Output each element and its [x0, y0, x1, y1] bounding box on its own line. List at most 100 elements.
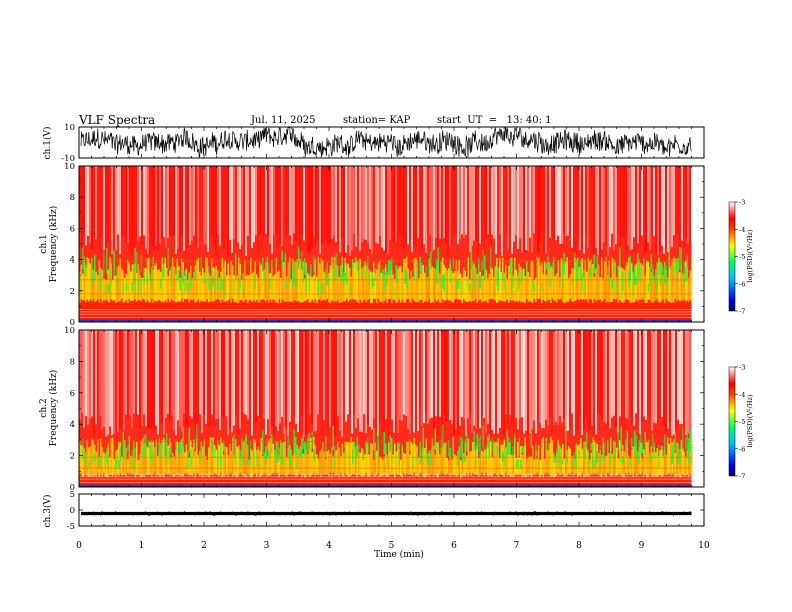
spectrogram-band-yellow	[598, 452, 600, 475]
spectrogram-column	[189, 166, 191, 245]
spectrogram-column	[81, 166, 83, 250]
spectrogram-column	[389, 166, 391, 241]
spectrogram-band-green	[487, 436, 489, 449]
spectrogram-band-green	[386, 453, 388, 468]
spectrogram-column	[461, 330, 463, 417]
spectrogram-column	[391, 166, 393, 244]
spectrogram-band-yellow	[544, 260, 546, 302]
spectrogram-band-yellow	[355, 257, 357, 300]
spectrogram-band-green	[679, 448, 681, 470]
spectrogram-column	[607, 330, 609, 428]
spectrogram-band-yellow	[331, 447, 333, 477]
spectrogram-band-yellow	[233, 455, 235, 476]
spectrogram-column	[273, 330, 275, 437]
spectrogram-column	[687, 330, 689, 434]
spectrogram-band-green	[262, 430, 264, 455]
spectrogram-band-yellow	[145, 443, 147, 476]
spectrogram-column	[467, 330, 469, 419]
spectrogram-band-green	[353, 441, 355, 449]
spectrogram-column	[125, 330, 127, 415]
spectrogram-column	[477, 166, 479, 255]
spectrogram-band-yellow	[316, 454, 318, 474]
spectrogram-band-yellow	[565, 446, 567, 477]
spectrogram-column	[125, 166, 127, 242]
spectrogram-band-green	[581, 273, 583, 292]
spectrogram-band-green	[644, 432, 646, 456]
spectrogram-band-yellow	[86, 257, 88, 300]
spectrogram-column	[275, 166, 277, 235]
colorbar-tick-label: -3	[739, 199, 745, 207]
spectrogram-column	[215, 330, 217, 420]
spectrogram-column	[329, 166, 331, 244]
spectrogram-band-yellow	[542, 274, 544, 300]
spectrogram-band-yellow	[410, 442, 412, 475]
spectrogram-column	[391, 330, 393, 420]
spectrogram-band-yellow	[82, 273, 84, 301]
spectrogram-column	[555, 166, 557, 240]
spectrogram-column	[387, 330, 389, 437]
spectrogram-band-green	[596, 256, 598, 279]
spectrogram-column	[317, 166, 319, 239]
spectrogram-band-yellow	[113, 458, 115, 475]
spectrogram-band-green	[314, 444, 316, 461]
spectrogram-column	[277, 330, 279, 431]
spectrogram-column	[329, 330, 331, 427]
spectrogram-column	[517, 330, 519, 430]
spectrogram-band-green	[200, 448, 202, 457]
spectrogram-band-green	[305, 442, 307, 454]
spectrogram-band-green	[493, 441, 495, 457]
spectrogram-band-yellow	[302, 453, 304, 476]
spectrogram-column	[127, 330, 129, 419]
spectrogram-band-green	[362, 450, 364, 460]
spectrogram-band-yellow	[263, 456, 265, 475]
spectrogram-band-yellow	[283, 441, 285, 474]
spectrogram-band-green	[545, 438, 547, 457]
spectrogram-band-green	[107, 283, 109, 293]
spectrogram-band-yellow	[170, 457, 172, 475]
spectrogram-band-yellow	[415, 444, 417, 476]
spectrogram-band-yellow	[235, 278, 237, 303]
spectrogram-column	[673, 166, 675, 236]
spectrogram-column	[509, 166, 511, 250]
spectrogram-column	[495, 330, 497, 430]
spectrogram-column	[313, 330, 315, 432]
spectrogram-band-green	[614, 261, 616, 276]
spectrogram-column	[603, 330, 605, 422]
spectrogram-column	[453, 330, 455, 436]
spectrogram-band-green	[122, 431, 124, 450]
spectrogram-column	[423, 330, 425, 424]
spectrogram-band-green	[683, 261, 685, 287]
spectrogram-band-green	[464, 439, 466, 462]
spectrogram-column	[241, 166, 243, 246]
spectrogram-column	[551, 330, 553, 433]
spectrogram-column	[623, 166, 625, 238]
spectrogram-band-yellow	[205, 256, 207, 302]
spectrogram-column	[483, 166, 485, 256]
spectrogram-band-yellow	[85, 267, 87, 302]
spectrogram-band-green	[212, 440, 214, 453]
spectrogram-band-green	[613, 262, 615, 272]
spectrogram-band-yellow	[647, 261, 649, 300]
spectrogram-column	[181, 330, 183, 432]
spectrogram-band-green	[619, 246, 621, 268]
spectrogram-band-yellow	[566, 256, 568, 302]
spectrogram-band-green	[220, 443, 222, 467]
spectrogram-band-yellow	[505, 264, 507, 302]
figure-title: VLF Spectra	[79, 113, 156, 127]
spectrogram-band-green	[617, 426, 619, 451]
spectrogram-band-yellow	[400, 459, 402, 476]
spectrogram-column	[471, 330, 473, 433]
spectrogram-band-yellow	[644, 442, 646, 475]
spectrogram-column	[79, 330, 81, 420]
spectrogram-column	[207, 166, 209, 252]
spectrogram-band-yellow	[218, 445, 220, 477]
spectrogram-band-yellow	[659, 450, 661, 476]
spectrogram-column	[205, 330, 207, 424]
spectrogram-band-yellow	[440, 261, 442, 303]
spectrogram-band-yellow	[358, 270, 360, 304]
spectrogram-band-green	[368, 271, 370, 286]
ch3-waveform-ticks: 50-5	[67, 490, 705, 532]
spectrogram-band-yellow	[427, 276, 429, 302]
spectrogram-column	[307, 166, 309, 251]
spectrogram-column	[433, 330, 435, 432]
